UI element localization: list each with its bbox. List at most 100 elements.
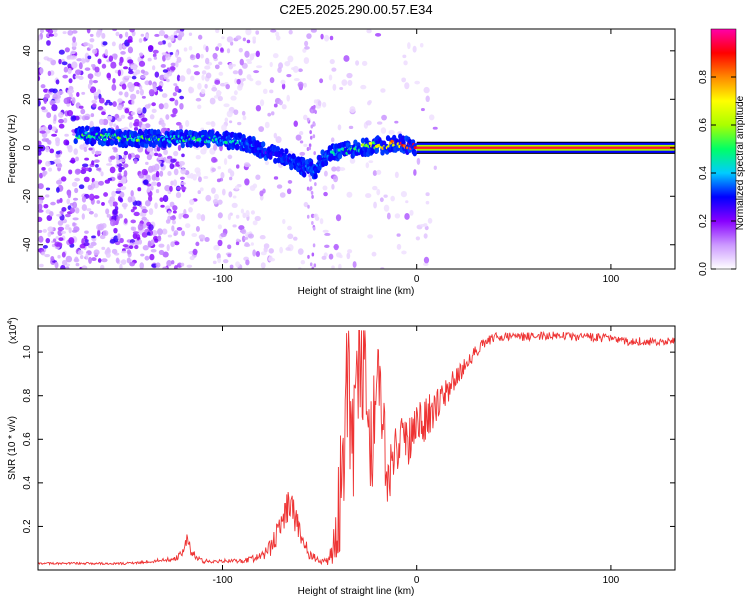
ridge-halo — [229, 131, 235, 138]
noise-blob — [394, 171, 399, 178]
noise-blob — [293, 77, 300, 82]
colorbar-ticks: 0.0 0.2 0.4 0.6 0.8 — [698, 70, 736, 276]
noise-blob — [195, 52, 201, 60]
noise-blob — [222, 259, 229, 264]
noise-blob — [101, 258, 108, 263]
noise-blob — [218, 61, 223, 66]
noise-blob — [224, 117, 229, 123]
noise-blob — [198, 234, 206, 240]
ridge-halo — [95, 126, 101, 133]
ridge-halo — [151, 142, 156, 149]
noise-blob — [86, 29, 91, 34]
ridge-halo — [109, 139, 115, 146]
noise-blob — [286, 188, 292, 195]
noise-blob — [349, 157, 356, 164]
noise-blob — [299, 151, 306, 156]
noise-blob — [297, 248, 304, 255]
noise-blob — [287, 55, 294, 63]
noise-blob — [310, 190, 314, 195]
noise-blob — [141, 216, 147, 221]
noise-blob — [58, 123, 65, 129]
noise-blob — [74, 207, 80, 214]
ridge-halo — [374, 147, 380, 154]
noise-blob — [128, 245, 134, 250]
noise-blob — [87, 73, 94, 80]
noise-blob — [112, 209, 118, 215]
noise-blob — [235, 261, 241, 268]
noise-blob — [383, 194, 388, 198]
noise-blob — [89, 86, 97, 94]
noise-blob — [88, 256, 92, 264]
noise-blob — [254, 215, 261, 222]
noise-blob — [331, 166, 337, 172]
y-tick-label: 0.8 — [22, 388, 33, 402]
noise-blob — [111, 84, 117, 91]
noise-blob — [197, 176, 202, 183]
noise-blob — [163, 149, 168, 156]
noise-blob — [111, 41, 116, 47]
noise-blob — [45, 145, 50, 153]
noise-blob — [144, 255, 150, 261]
ridge-halo — [144, 142, 149, 149]
noise-blob — [259, 99, 265, 107]
noise-blob — [45, 160, 51, 167]
noise-blob — [56, 153, 61, 158]
noise-blob — [229, 120, 233, 124]
noise-blob — [304, 40, 309, 47]
noise-blob — [144, 104, 151, 109]
noise-blob — [130, 93, 137, 100]
noise-blob — [118, 91, 123, 96]
noise-blob — [309, 135, 313, 140]
noise-blob — [137, 223, 144, 231]
noise-blob — [211, 187, 216, 194]
ridge-halo — [247, 135, 253, 142]
noise-blob — [141, 117, 148, 122]
noise-blob — [150, 249, 157, 253]
noise-blob — [190, 54, 194, 59]
noise-blob — [149, 114, 155, 120]
y-tick-label: 20 — [22, 93, 33, 105]
noise-blob — [182, 213, 189, 219]
noise-blob — [66, 198, 71, 205]
noise-blob — [416, 157, 421, 165]
noise-blob — [49, 100, 56, 106]
noise-blob — [214, 64, 220, 70]
noise-blob — [83, 41, 89, 47]
noise-blob — [106, 72, 111, 79]
noise-blob — [240, 208, 245, 214]
noise-blob — [210, 121, 216, 128]
noise-blob — [89, 38, 95, 43]
noise-blob — [400, 190, 407, 198]
noise-blob — [71, 97, 76, 104]
noise-blob — [79, 144, 85, 150]
noise-blob — [117, 69, 122, 77]
noise-blob — [309, 177, 312, 182]
noise-blob — [91, 257, 97, 262]
noise-blob — [193, 64, 199, 68]
noise-blob — [328, 74, 333, 81]
noise-blob — [169, 97, 175, 102]
noise-blob — [252, 220, 258, 226]
noise-blob — [148, 195, 153, 202]
noise-blob — [253, 70, 260, 74]
noise-blob — [190, 75, 195, 81]
noise-blob — [60, 264, 66, 269]
noise-blob — [165, 158, 171, 164]
noise-blob — [94, 164, 99, 168]
noise-blob — [130, 208, 135, 213]
noise-blob — [313, 263, 317, 268]
noise-blob — [89, 33, 94, 37]
noise-blob — [178, 31, 185, 38]
noise-blob — [227, 154, 233, 160]
noise-blob — [312, 134, 316, 139]
ridge-halo — [235, 143, 240, 150]
noise-blob — [333, 243, 339, 251]
noise-blob — [282, 218, 286, 225]
noise-blob — [40, 29, 44, 34]
noise-blob — [147, 240, 152, 248]
noise-blob — [241, 228, 247, 235]
noise-blob — [152, 83, 156, 91]
noise-blob — [142, 107, 147, 114]
noise-blob — [93, 180, 100, 185]
noise-blob — [311, 252, 315, 257]
